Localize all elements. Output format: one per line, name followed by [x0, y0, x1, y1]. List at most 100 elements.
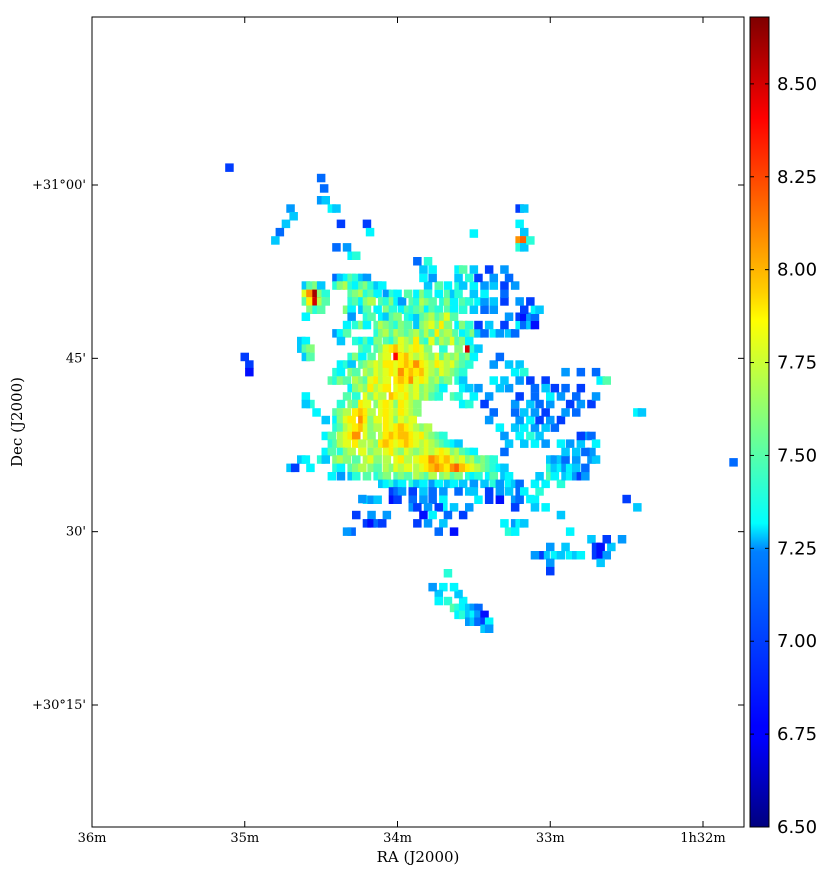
heatmap-cell [633, 503, 642, 512]
heatmap-cell [358, 336, 367, 346]
heatmap-cell [413, 479, 422, 489]
heatmap-cell [602, 535, 611, 544]
y-tick-label: 30' [66, 525, 86, 540]
heatmap-cell [413, 289, 422, 299]
heatmap-cell [520, 320, 529, 330]
heatmap-cell [367, 408, 376, 417]
heatmap-cell [362, 519, 372, 528]
heatmap-cell [388, 423, 398, 432]
heatmap-cell [342, 447, 352, 457]
heatmap-cell [393, 447, 402, 457]
heatmap-cell [306, 399, 315, 409]
heatmap-cell [546, 455, 555, 464]
heatmap-cell [428, 312, 437, 321]
heatmap-cell [408, 447, 417, 457]
heatmap-cell [423, 519, 433, 528]
heatmap-cell [403, 383, 413, 393]
heatmap-cell [327, 472, 337, 481]
heatmap-cell [535, 487, 544, 496]
heatmap-cell [342, 527, 352, 536]
heatmap-cell [458, 265, 468, 274]
heatmap-cell [576, 551, 586, 560]
heatmap-cell [510, 423, 520, 432]
heatmap-cell [449, 447, 459, 457]
heatmap-cell [413, 257, 422, 266]
heatmap-cell [408, 329, 417, 338]
heatmap-cell [408, 495, 417, 504]
heatmap-cell [489, 329, 498, 338]
heatmap-cell [480, 289, 489, 299]
heatmap-cell [454, 439, 463, 448]
heatmap-cell [362, 289, 372, 299]
heatmap-cell [587, 535, 596, 544]
heatmap-cell [550, 551, 560, 560]
heatmap-cell [301, 344, 311, 353]
heatmap-cell [484, 487, 494, 496]
heatmap-cell [362, 399, 372, 409]
heatmap-cell [342, 408, 352, 417]
heatmap-cell [373, 439, 382, 448]
heatmap-cell [306, 352, 315, 362]
heatmap-cell [378, 352, 387, 362]
heatmap-cell [454, 265, 463, 274]
heatmap-cell [556, 463, 566, 473]
heatmap-cell [336, 219, 346, 229]
heatmap-cell [550, 423, 560, 432]
heatmap-cell [321, 289, 330, 299]
heatmap-cell [480, 281, 489, 290]
heatmap-cell [397, 431, 407, 441]
heatmap-cell [504, 383, 514, 393]
heatmap-cell [530, 392, 540, 401]
heatmap-cell [489, 305, 498, 314]
heatmap-cell [373, 281, 382, 290]
heatmap-cell [408, 376, 417, 385]
heatmap-cell [413, 423, 422, 432]
heatmap-cell [393, 439, 402, 448]
heatmap-cell [434, 289, 443, 299]
heatmap-cell [403, 399, 413, 409]
heatmap-cell [474, 297, 483, 306]
heatmap-cell [489, 273, 498, 283]
heatmap-cell [347, 447, 356, 457]
heatmap-cell [474, 472, 483, 481]
heatmap-cell [382, 510, 392, 520]
heatmap-cell [362, 392, 372, 401]
heatmap-cell [495, 329, 505, 338]
x-axis-ticks: 36m 35m 34m 33m 1h32m [78, 17, 726, 846]
heatmap-cell [413, 399, 422, 409]
heatmap-cell [458, 383, 468, 393]
heatmap-cell [403, 463, 413, 473]
heatmap-cell [347, 431, 356, 441]
heatmap-cell [454, 320, 463, 330]
heatmap-cell [388, 487, 398, 496]
heatmap-cell [347, 251, 356, 260]
heatmap-cell [465, 273, 474, 283]
heatmap-cell [443, 336, 453, 346]
heatmap-cell [403, 336, 413, 346]
heatmap-cell [449, 305, 459, 314]
heatmap-cell [378, 344, 387, 353]
heatmap-cell [434, 479, 443, 489]
heatmap-cell [510, 527, 520, 536]
heatmap-cell [520, 227, 529, 237]
heatmap-cell [352, 376, 361, 385]
heatmap-cell [443, 305, 453, 314]
heatmap-cell [397, 305, 407, 314]
heatmap-cell [393, 455, 402, 464]
heatmap-cell [510, 479, 520, 489]
heatmap-cell [434, 503, 443, 512]
heatmap-cell [480, 297, 489, 306]
heatmap-cell [520, 519, 529, 528]
heatmap-cell [556, 455, 566, 464]
heatmap-cell [382, 367, 392, 377]
heatmap-cell [393, 431, 402, 441]
heatmap-cell [408, 479, 417, 489]
heatmap-cell [428, 273, 437, 283]
heatmap-cell [535, 472, 544, 481]
heatmap-cell [352, 383, 361, 393]
heatmap-cell [504, 360, 514, 369]
heatmap-cell [362, 360, 372, 369]
heatmap-cell [382, 289, 392, 299]
heatmap-cell [474, 603, 483, 613]
heatmap-cell [352, 336, 361, 346]
